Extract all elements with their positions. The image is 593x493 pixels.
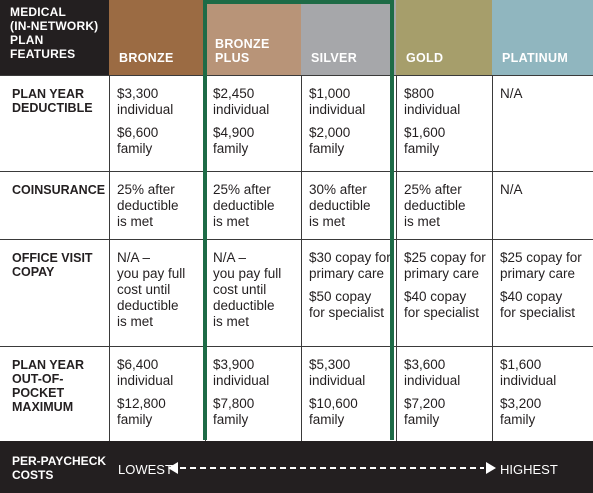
cell-line: $6,400 individual — [117, 357, 174, 388]
cell-line: $2,000 family — [309, 125, 351, 156]
cell-line: 25% after deductible is met — [404, 182, 466, 229]
row-label-deductible: PLAN YEAR DEDUCTIBLE — [12, 87, 93, 115]
cell-coinsurance-bronze-plus: 25% after deductible is met — [205, 172, 301, 237]
cell-line: $25 copay for primary care — [404, 250, 486, 281]
plan-header-bronze: BRONZE — [109, 0, 205, 75]
column-divider — [492, 75, 493, 441]
cell-copay-silver: $30 copay for primary care $50 copay for… — [301, 240, 396, 328]
row-divider — [0, 171, 593, 172]
cell-oop-bronze-plus: $3,900 individual $7,800 family — [205, 347, 301, 435]
cell-copay-bronze-plus: N/A – you pay full cost until deductible… — [205, 240, 301, 337]
cell-line: $6,600 family — [117, 125, 159, 156]
plan-header-silver: SILVER — [301, 0, 396, 75]
cell-line: N/A — [500, 182, 523, 197]
cell-line: $25 copay for primary care — [500, 250, 582, 281]
plan-name-silver: SILVER — [311, 51, 358, 65]
cell-coinsurance-gold: 25% after deductible is met — [396, 172, 492, 237]
row-label-office-visit-copay: OFFICE VISIT COPAY — [12, 251, 93, 279]
cell-coinsurance-silver: 30% after deductible is met — [301, 172, 396, 237]
cell-line: $10,600 family — [309, 396, 358, 427]
cell-line: $2,450 individual — [213, 86, 270, 117]
arrow-right-icon — [486, 462, 496, 474]
plan-name-gold: GOLD — [406, 51, 444, 65]
cell-line: $3,300 individual — [117, 86, 174, 117]
column-divider — [109, 75, 110, 441]
column-divider — [396, 75, 397, 441]
cell-line: N/A — [500, 86, 523, 101]
cell-line: N/A – you pay full cost until deductible… — [117, 250, 186, 329]
cell-oop-silver: $5,300 individual $10,600 family — [301, 347, 396, 435]
row-divider — [0, 346, 593, 347]
features-header: MEDICAL (IN-NETWORK) PLAN FEATURES — [0, 0, 109, 75]
cell-line: N/A – you pay full cost until deductible… — [213, 250, 282, 329]
highest-label: HIGHEST — [500, 462, 558, 477]
cell-deductible-bronze: $3,300 individual $6,600 family — [109, 76, 205, 164]
cell-line: $50 copay for specialist — [309, 289, 385, 320]
cell-oop-gold: $3,600 individual $7,200 family — [396, 347, 492, 435]
cell-line: $40 copay for specialist — [500, 289, 576, 320]
cell-line: $1,600 individual — [500, 357, 557, 388]
row-label-out-of-pocket: PLAN YEAR OUT-OF-POCKET MAXIMUM — [12, 358, 85, 414]
cell-oop-platinum: $1,600 individual $3,200 family — [492, 347, 593, 435]
plan-name-bronze: BRONZE — [119, 51, 174, 65]
cell-copay-bronze: N/A – you pay full cost until deductible… — [109, 240, 205, 337]
cell-line: $1,000 individual — [309, 86, 366, 117]
cell-line: $3,900 individual — [213, 357, 270, 388]
cell-line: $30 copay for primary care — [309, 250, 391, 281]
cell-line: $3,200 family — [500, 396, 542, 427]
plan-header-platinum: PLATINUM — [492, 0, 593, 75]
cell-coinsurance-platinum: N/A — [492, 172, 593, 205]
cell-line: $7,800 family — [213, 396, 255, 427]
cell-coinsurance-bronze: 25% after deductible is met — [109, 172, 205, 237]
cell-line: $7,200 family — [404, 396, 446, 427]
cell-copay-platinum: $25 copay for primary care $40 copay for… — [492, 240, 593, 328]
plan-header-gold: GOLD — [396, 0, 492, 75]
cell-oop-bronze: $6,400 individual $12,800 family — [109, 347, 205, 435]
cell-line: $1,600 family — [404, 125, 446, 156]
cost-scale-arrow — [168, 462, 496, 474]
cell-deductible-bronze-plus: $2,450 individual $4,900 family — [205, 76, 301, 164]
cell-deductible-gold: $800 individual $1,600 family — [396, 76, 492, 164]
cell-line: $12,800 family — [117, 396, 166, 427]
row-divider — [0, 239, 593, 240]
cell-copay-gold: $25 copay for primary care $40 copay for… — [396, 240, 492, 328]
cell-line: $5,300 individual — [309, 357, 366, 388]
plan-name-bronze-plus: BRONZE PLUS — [215, 37, 270, 65]
cell-line: $800 individual — [404, 86, 461, 117]
cell-line: $3,600 individual — [404, 357, 461, 388]
per-paycheck-label: PER-PAYCHECK COSTS — [12, 454, 107, 482]
plan-name-platinum: PLATINUM — [502, 51, 569, 65]
cell-line: $40 copay for specialist — [404, 289, 480, 320]
cell-line: 30% after deductible is met — [309, 182, 371, 229]
cell-line: $4,900 family — [213, 125, 255, 156]
cell-line: 25% after deductible is met — [117, 182, 179, 229]
cell-line: 25% after deductible is met — [213, 182, 275, 229]
plan-header-bronze-plus: BRONZE PLUS — [205, 0, 301, 75]
lowest-label: LOWEST — [118, 462, 173, 477]
row-label-coinsurance: COINSURANCE — [12, 183, 106, 197]
column-divider — [301, 75, 302, 441]
cell-deductible-platinum: N/A — [492, 76, 593, 109]
cell-deductible-silver: $1,000 individual $2,000 family — [301, 76, 396, 164]
arrow-left-icon — [168, 462, 178, 474]
row-divider — [0, 75, 593, 76]
